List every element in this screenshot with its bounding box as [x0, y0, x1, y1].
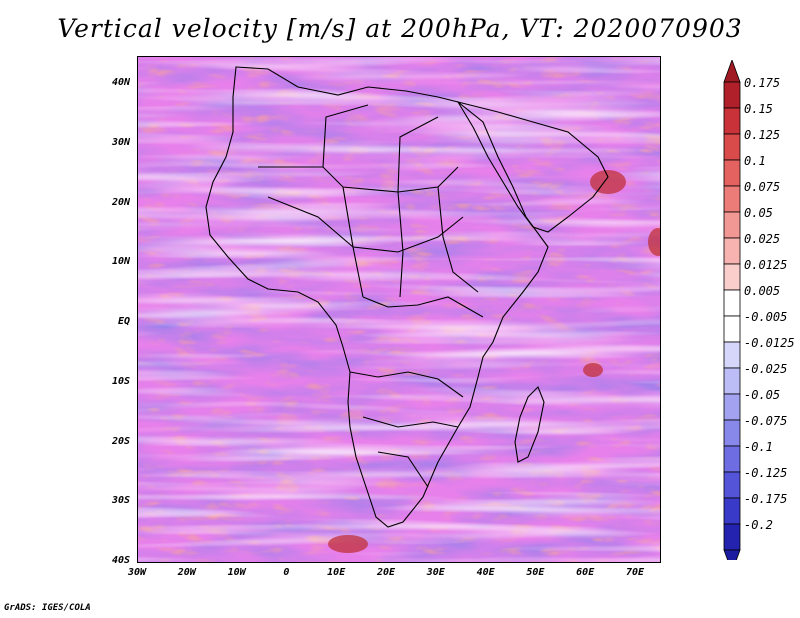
colorbar-swatch — [723, 107, 741, 135]
lon-tick-label: 40E — [476, 567, 495, 578]
colorbar-level-label: 0.0125 — [744, 258, 788, 272]
colorbar-level-label: 0.05 — [744, 206, 773, 220]
colorbar-swatch — [723, 419, 741, 447]
colorbar-level-label: -0.1 — [744, 440, 773, 454]
country-border — [258, 166, 459, 193]
colorbar-swatch — [723, 315, 741, 343]
africa-coastline — [205, 66, 549, 528]
country-border — [437, 186, 479, 293]
colorbar-top-arrow — [723, 60, 741, 83]
colorbar-level-label: 0.125 — [744, 128, 781, 142]
velocity-field — [138, 57, 660, 562]
lat-tick-label: 40N — [111, 77, 130, 88]
colorbar-level-label: -0.05 — [744, 388, 781, 402]
lon-tick-label: 0 — [283, 567, 290, 578]
colorbar-swatch — [723, 367, 741, 395]
colorbar-swatch — [723, 159, 741, 187]
country-border — [349, 371, 464, 398]
colorbar-level-label: -0.2 — [744, 518, 773, 532]
colorbar-swatch — [723, 81, 741, 109]
lon-tick-label: 50E — [526, 567, 545, 578]
lon-tick-label: 10E — [327, 567, 346, 578]
lon-tick-label: 30W — [127, 567, 147, 578]
updraft-patch — [590, 170, 626, 194]
colorbar-swatch — [723, 471, 741, 499]
country-border — [397, 191, 404, 298]
colorbar-level-label: 0.025 — [744, 232, 781, 246]
updraft-patch — [328, 535, 368, 553]
country-border — [362, 296, 484, 318]
country-border — [397, 116, 439, 193]
lat-tick-label: 30N — [111, 136, 130, 148]
madagascar-coastline — [514, 386, 545, 463]
lat-tick-label: 20S — [111, 435, 130, 447]
lat-tick-label: 30S — [111, 495, 130, 507]
colorbar-swatch — [723, 263, 741, 291]
country-border — [322, 104, 369, 168]
lon-tick-label: 20W — [177, 567, 196, 578]
country-border — [377, 451, 429, 488]
field-streaks — [138, 57, 660, 562]
lat-tick-label: 10N — [111, 256, 130, 268]
colorbar-swatch — [723, 289, 741, 317]
lon-tick-label: 10W — [227, 567, 246, 578]
colorbar-level-label: -0.0125 — [744, 336, 795, 350]
colorbar-level-label: 0.075 — [744, 180, 781, 194]
arabia-coastline — [456, 101, 609, 233]
colorbar-level-label: -0.025 — [744, 362, 788, 376]
colorbar-level-label: -0.125 — [744, 466, 788, 480]
lon-tick-label: 20E — [376, 567, 396, 578]
lat-tick-label: 40S — [111, 555, 130, 566]
map-plot-area — [137, 56, 661, 563]
colorbar-swatch — [723, 445, 741, 473]
colorbar-bottom-arrow — [723, 549, 741, 560]
colorbar-level-label: 0.1 — [744, 154, 766, 168]
lon-tick-label: 70E — [625, 567, 645, 578]
lat-tick-label: 10S — [111, 375, 130, 387]
colorbar — [723, 60, 741, 560]
colorbar-swatch — [723, 185, 741, 213]
map-title: Vertical velocity [m/s] at 200hPa, VT: 2… — [57, 14, 743, 43]
colorbar-swatch — [723, 133, 741, 161]
lat-tick-label: 20N — [111, 196, 130, 208]
lon-tick-label: 60E — [576, 567, 595, 578]
country-border — [362, 416, 459, 428]
colorbar-swatch — [723, 237, 741, 265]
updraft-patch — [648, 228, 660, 256]
grads-credit: GrADS: IGES/COLA — [4, 603, 91, 613]
colorbar-swatch — [723, 341, 741, 369]
colorbar-level-label: -0.175 — [744, 492, 788, 506]
lat-tick-label: EQ — [117, 316, 130, 327]
lon-tick-label: 30E — [426, 567, 445, 578]
colorbar-level-label: 0.005 — [744, 284, 781, 298]
colorbar-level-label: 0.15 — [744, 102, 773, 116]
colorbar-level-label: -0.005 — [744, 310, 788, 324]
colorbar-swatch — [723, 393, 741, 421]
updraft-patch — [583, 363, 603, 377]
colorbar-swatch — [723, 497, 741, 525]
colorbar-level-label: 0.175 — [744, 76, 781, 90]
colorbar-level-label: -0.075 — [744, 414, 788, 428]
colorbar-swatch — [723, 523, 741, 551]
colorbar-swatch — [723, 211, 741, 239]
country-border — [342, 186, 364, 298]
